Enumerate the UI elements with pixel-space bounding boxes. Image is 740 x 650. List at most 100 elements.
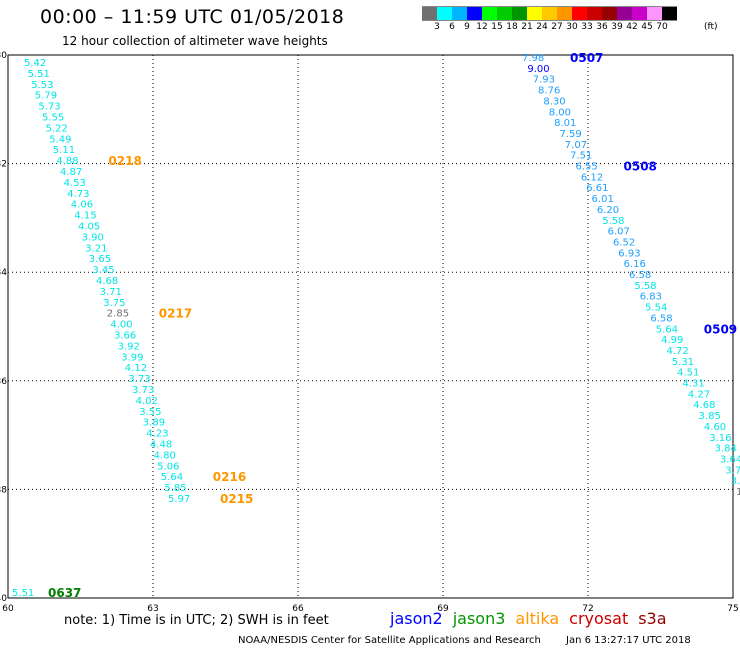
track-value: 6.55 — [576, 162, 598, 173]
track-value: 5.85 — [164, 483, 186, 494]
time-label: 0508 — [624, 160, 657, 174]
track-value: 4.06 — [71, 200, 93, 211]
legend-swatch — [587, 6, 602, 21]
track-value: 3.2 — [731, 476, 740, 487]
track-value: 3.99 — [121, 352, 143, 363]
legend-label: 39 — [611, 22, 623, 32]
track-value: 3.73 — [128, 374, 150, 385]
satellite-name-jason2: jason2 — [390, 609, 443, 628]
lon-tick-label: 63 — [147, 604, 158, 614]
legend-label: 42 — [626, 22, 638, 32]
track-value: 6.83 — [640, 292, 662, 303]
legend-swatch — [437, 6, 452, 21]
track-value: 1 — [736, 487, 740, 498]
legend-label: 36 — [596, 22, 608, 32]
track-value: 3.21 — [85, 243, 107, 254]
track-value: 6.58 — [629, 270, 651, 281]
legend-label: 70 — [656, 22, 668, 32]
legend-label: 27 — [551, 22, 563, 32]
footer-credit: NOAA/NESDIS Center for Satellite Applica… — [238, 635, 541, 646]
legend-unit: (ft) — [704, 22, 718, 32]
lon-tick-label: 60 — [2, 604, 14, 614]
track-value: 3.7 — [725, 465, 740, 476]
track-value: 4.68 — [96, 276, 118, 287]
track-value: 4.80 — [154, 450, 176, 461]
legend-swatch — [662, 6, 677, 21]
legend-swatch — [422, 6, 437, 21]
track-value: 7.51 — [570, 151, 592, 162]
legend-label: 9 — [464, 22, 470, 32]
lat-tick-label: -38 — [0, 485, 7, 495]
track-value: 3.84 — [715, 444, 737, 455]
time-label: 0637 — [48, 586, 81, 600]
track-value: 6.12 — [581, 172, 603, 183]
track-value: 3.75 — [103, 298, 125, 309]
track-value: 4.53 — [64, 178, 86, 189]
time-label: 0215 — [220, 492, 253, 506]
page-title: 00:00 – 11:59 UTC 01/05/2018 — [40, 6, 345, 28]
track-value: 8.00 — [549, 107, 571, 118]
lat-tick-label: -34 — [0, 268, 7, 278]
track-value: 5.11 — [53, 145, 75, 156]
track-value: 7.59 — [559, 129, 581, 140]
track-value: 5.42 — [24, 58, 46, 69]
track-value: 4.48 — [150, 440, 172, 451]
satellite-name-altika: altika — [515, 609, 560, 628]
color-legend: 3 6 9 12 15 18 21 24 27 30 33 36 39 42 45 70 (ft) — [422, 6, 718, 33]
track-value: 7.93 — [533, 75, 555, 86]
legend-label: 21 — [521, 22, 533, 32]
legend-labels: 3 6 9 12 15 18 21 24 27 30 33 36 39 42 45 70 — [422, 21, 677, 33]
track-value: 2.85 — [107, 309, 129, 320]
time-label: 0507 — [570, 51, 603, 65]
track-value: 8.01 — [554, 118, 576, 129]
time-label: 0218 — [108, 154, 141, 168]
track-value: 5.58 — [634, 281, 656, 292]
legend-swatch — [512, 6, 527, 21]
note-text: note: 1) Time is in UTC; 2) SWH is in fe… — [64, 613, 329, 628]
legend-swatch — [542, 6, 557, 21]
legend-swatch — [452, 6, 467, 21]
track-value: 4.88 — [56, 156, 78, 167]
time-label: 0217 — [159, 307, 192, 321]
track-value: 5.06 — [157, 461, 179, 472]
track-value: 6.58 — [650, 313, 672, 324]
page-subtitle: 12 hour collection of altimeter wave hei… — [62, 34, 328, 48]
track-value: 5.73 — [38, 102, 60, 113]
track-value: 5.22 — [46, 123, 68, 134]
track-value: 3.90 — [82, 232, 104, 243]
lon-tick-label: 72 — [582, 604, 593, 614]
satellite-list: jason2 jason3 altika cryosat s3a — [390, 609, 677, 628]
track-value: 3.55 — [139, 407, 161, 418]
legend-label: 24 — [536, 22, 548, 32]
legend-label: 45 — [641, 22, 653, 32]
legend-swatch — [467, 6, 482, 21]
legend-label: 3 — [434, 22, 440, 32]
track-value: 6.52 — [613, 237, 635, 248]
track-value: 3.66 — [114, 331, 136, 342]
satellite-name-s3a: s3a — [638, 609, 667, 628]
track-value: 3.89 — [143, 418, 165, 429]
track-value: 5.51 — [12, 588, 34, 599]
lon-tick-label: 66 — [292, 604, 304, 614]
track-value: 5.79 — [35, 91, 57, 102]
track-value: 5.64 — [656, 324, 678, 335]
track-value: 4.73 — [67, 189, 89, 200]
track-value: 8.30 — [543, 96, 565, 107]
track-value: 8.76 — [538, 86, 560, 97]
track-value: 5.58 — [602, 216, 624, 227]
lat-tick-label: -30 — [0, 51, 7, 61]
legend-swatch — [602, 6, 617, 21]
track-value: 4.23 — [146, 429, 168, 440]
track-value: 3.45 — [92, 265, 114, 276]
legend-label: 33 — [581, 22, 593, 32]
track-value: 9.00 — [527, 64, 549, 75]
track-value: 6.16 — [624, 259, 646, 270]
track-value: 4.68 — [693, 400, 715, 411]
lat-tick-label: -40 — [0, 594, 7, 604]
track-value: 4.00 — [110, 320, 132, 331]
track-value: 5.97 — [168, 494, 190, 505]
legend-swatch — [482, 6, 497, 21]
satellite-name-cryosat: cryosat — [569, 609, 629, 628]
lat-tick-label: -36 — [0, 377, 7, 387]
